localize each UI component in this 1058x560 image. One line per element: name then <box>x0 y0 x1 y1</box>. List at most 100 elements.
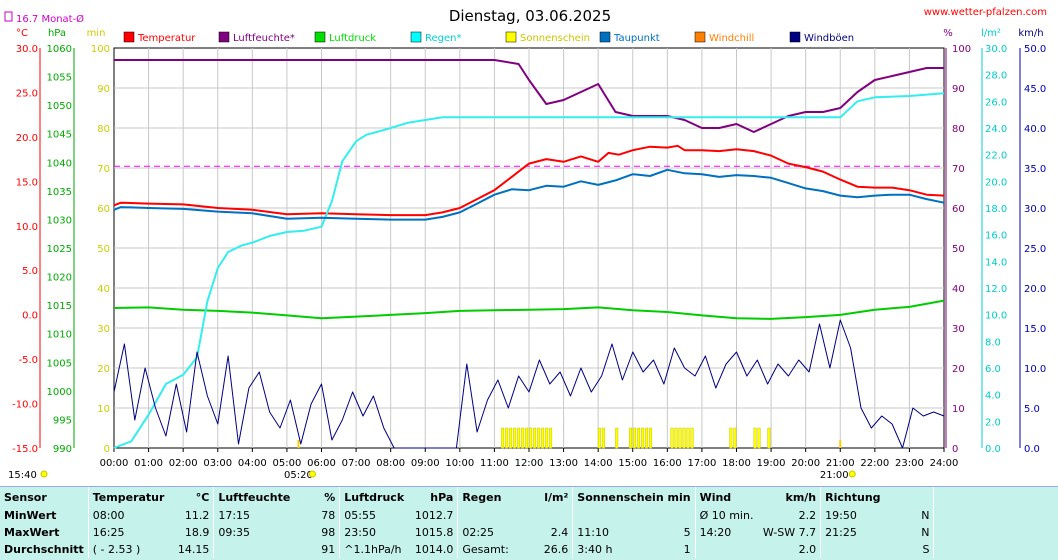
max-rain-time: 02:25 <box>457 524 532 541</box>
sunshine-bar <box>733 427 737 449</box>
sunshine-bar <box>517 427 521 449</box>
time-markers: 15:40 05:20 21:00 <box>8 440 856 481</box>
pressure-tick-label: 1045 <box>47 130 72 141</box>
legend-swatch <box>694 31 706 43</box>
legend-label: Taupunkt <box>613 33 660 44</box>
max-wind-time: 14:20 <box>694 524 759 541</box>
rain-minutes-unit: min <box>87 28 106 39</box>
sunshine-bar <box>690 427 694 449</box>
legend-label: Luftdruck <box>329 33 376 44</box>
pressure-tick-label: 995 <box>53 415 72 426</box>
legend-label: Temperatur <box>137 33 196 44</box>
rain-tick-label: 16.0 <box>985 231 1007 242</box>
sunshine-bar <box>767 427 771 449</box>
sunshine-bar <box>674 427 678 449</box>
wind-tick-label: 40.0 <box>1024 124 1046 135</box>
temperature-tick-label: 5.0 <box>22 266 38 277</box>
legend-label: Windchill <box>709 33 754 44</box>
max-sun-time: 11:10 <box>572 524 643 541</box>
x-tick-label: 13:00 <box>549 458 578 469</box>
legend-swatch <box>218 31 230 43</box>
humidity-tick-label: 30 <box>952 324 965 335</box>
stats-min-row: MinWert 08:00 11.2 17:15 78 05:55 1012.7… <box>0 507 1058 524</box>
sunset-icon <box>848 470 856 478</box>
wind-tick-label: 20.0 <box>1024 284 1046 295</box>
avg-sun-val: 1 <box>683 543 691 556</box>
max-sun-val: 5 <box>683 526 691 539</box>
rain-tick-label: 14.0 <box>985 257 1007 268</box>
x-tick-label: 06:00 <box>307 458 336 469</box>
pressure-tick-label: 1040 <box>47 158 72 169</box>
sunshine-bar <box>545 427 549 449</box>
sunshine-bar <box>615 427 619 449</box>
x-tick-label: 15:00 <box>618 458 647 469</box>
sunshine-bar <box>505 427 509 449</box>
rain_minutes-tick-label: 50 <box>97 244 110 255</box>
left-time-marker: 15:40 <box>8 470 37 481</box>
hdr-sun: Sonnenschein min <box>572 487 696 507</box>
max-label: MaxWert <box>4 526 60 539</box>
series-temperatur-line <box>113 144 945 217</box>
x-tick-label: 11:00 <box>480 458 509 469</box>
rain-tick-label: 22.0 <box>985 151 1007 162</box>
humidity-tick-label: 0 <box>952 444 958 455</box>
sunshine-bar <box>549 427 553 449</box>
pressure-tick-label: 1015 <box>47 301 72 312</box>
x-tick-label: 16:00 <box>653 458 682 469</box>
rain-tick-label: 8.0 <box>985 337 1001 348</box>
avg-wind-val: 2.0 <box>798 543 817 556</box>
x-tick-label: 03:00 <box>203 458 232 469</box>
x-tick-label: 20:00 <box>791 458 820 469</box>
rain-tick-label: 28.0 <box>985 71 1007 82</box>
sunshine-bar <box>529 427 533 449</box>
avg-label: Durchschnitt <box>4 543 84 556</box>
avg-temp-time: ( - 2.53 ) <box>87 541 169 558</box>
max-wind-val: W-SW 7.7 <box>762 526 817 539</box>
min-wind-time: Ø 10 min. <box>694 507 759 524</box>
avg-press-val: 1014.0 <box>414 543 454 556</box>
x-tick-label: 14:00 <box>584 458 613 469</box>
sunshine-bar <box>670 427 674 449</box>
temperature-tick-label: -5.0 <box>18 355 38 366</box>
humidity-tick-label: 70 <box>952 164 965 175</box>
hdr-rain-unit: l/m² <box>544 490 569 504</box>
hdr-hum: Luftfeuchte <box>213 487 295 507</box>
wind-tick-label: 30.0 <box>1024 204 1046 215</box>
rain-tick-label: 0.0 <box>985 444 1001 455</box>
rain_minutes-tick-label: 100 <box>91 44 110 55</box>
pressure-tick-label: 1025 <box>47 244 72 255</box>
stats-header-row: Sensor Temperatur °C Luftfeuchte % Luftd… <box>0 487 1058 507</box>
x-tick-label: 12:00 <box>515 458 544 469</box>
sunshine-bar <box>633 427 637 449</box>
pressure-tick-label: 1030 <box>47 215 72 226</box>
temperature-tick-label: 30.0 <box>16 44 38 55</box>
legend-label: Luftfeuchte* <box>233 33 295 44</box>
temperature-tick-label: 0.0 <box>22 311 38 322</box>
sunshine-bar <box>513 427 517 449</box>
site-url: www.wetter-pfalzen.com <box>924 7 1047 18</box>
humidity-tick-label: 80 <box>952 124 965 135</box>
wind-tick-label: 5.0 <box>1024 404 1040 415</box>
min-temp-time: 08:00 <box>87 507 169 524</box>
month-avg-label: 16.7 Monat-Ø <box>16 13 84 25</box>
max-temp-val: 18.9 <box>184 526 210 539</box>
stats-table: Sensor Temperatur °C Luftfeuchte % Luftd… <box>0 487 1058 558</box>
max-dir-val: N <box>921 526 930 539</box>
x-tick-label: 24:00 <box>930 458 959 469</box>
temperature-tick-label: 15.0 <box>16 177 38 188</box>
series-luftdruck-line <box>113 299 945 320</box>
min-dir-val: N <box>921 509 930 522</box>
x-tick-label: 09:00 <box>411 458 440 469</box>
sunshine-bar <box>509 427 513 449</box>
wind-tick-label: 15.0 <box>1024 324 1046 335</box>
x-tick-label: 10:00 <box>445 458 474 469</box>
pressure-tick-label: 1005 <box>47 358 72 369</box>
max-hum-val: 98 <box>321 526 336 539</box>
rain-tick-label: 24.0 <box>985 124 1007 135</box>
max-hum-time: 09:35 <box>213 524 295 541</box>
x-tick-label: 19:00 <box>757 458 786 469</box>
legend-swatch <box>123 31 135 43</box>
sunshine-bar <box>521 427 525 449</box>
min-temp-val: 11.2 <box>184 509 210 522</box>
humidity-unit: % <box>943 28 953 39</box>
